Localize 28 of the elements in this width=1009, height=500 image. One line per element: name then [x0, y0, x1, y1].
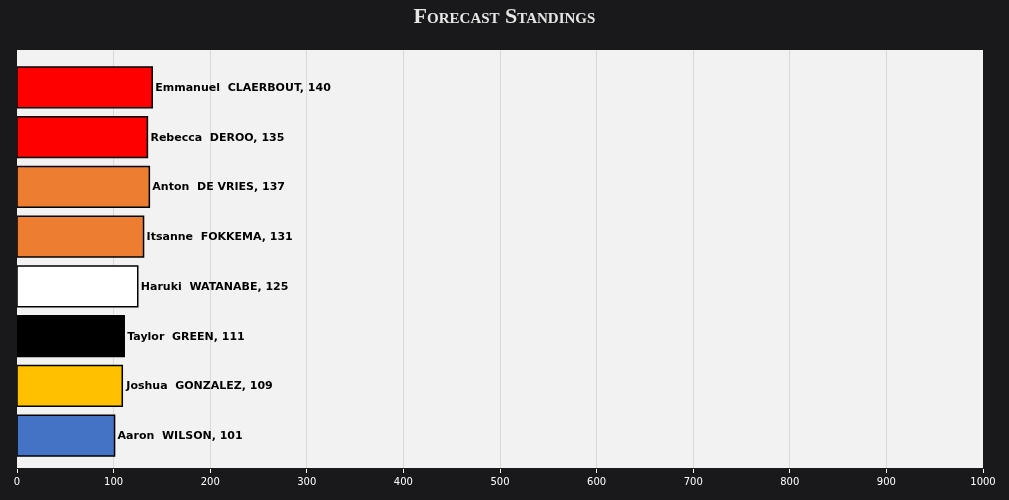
bar — [17, 364, 124, 408]
chart-title: Forecast Standings — [413, 2, 596, 28]
bar — [17, 165, 151, 208]
x-tick-label: 700 — [683, 476, 703, 487]
bar — [17, 66, 153, 109]
data-label: Anton DE VRIES, 137 — [152, 180, 285, 194]
data-label: Aaron WILSON, 101 — [117, 429, 243, 443]
data-label: Taylor GREEN, 111 — [127, 329, 245, 343]
data-label: Haruki WATANABE, 125 — [140, 279, 289, 293]
x-tick-label: 1000 — [970, 476, 996, 487]
x-tick-label: 300 — [297, 476, 317, 487]
x-tick-label: 100 — [104, 476, 124, 487]
data-label: Itsanne FOKKEMA, 131 — [146, 230, 293, 244]
bar — [17, 414, 116, 457]
data-label: Rebecca DEROO, 135 — [150, 130, 285, 144]
x-tick-label: 200 — [200, 476, 220, 487]
bar — [17, 314, 125, 358]
x-tick-label: 600 — [587, 476, 607, 487]
x-tick-label: 500 — [490, 476, 510, 487]
bar — [17, 265, 139, 308]
x-tick-label: 0 — [13, 476, 21, 487]
data-label: Joshua GONZALEZ, 109 — [125, 379, 273, 393]
x-tick-label: 400 — [393, 476, 413, 487]
bar — [17, 215, 145, 258]
x-tick-label: 800 — [780, 476, 800, 487]
x-tick-label: 900 — [876, 476, 896, 487]
bar — [17, 115, 149, 159]
data-label: Emmanuel CLAERBOUT, 140 — [155, 80, 332, 94]
